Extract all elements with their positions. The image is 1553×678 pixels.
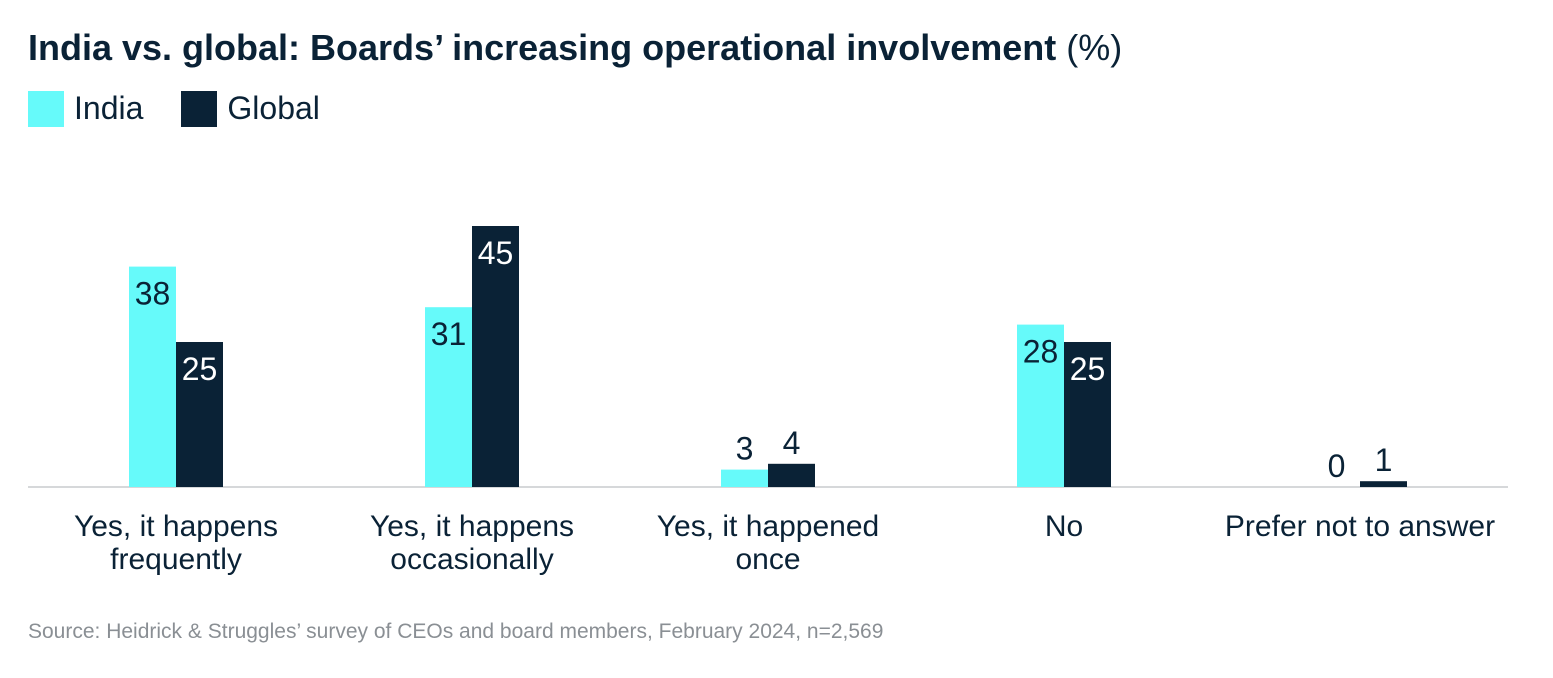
category-label: Yes, it happens xyxy=(370,510,574,543)
bar-global xyxy=(176,342,223,487)
data-label-global: 45 xyxy=(478,235,514,271)
legend-item-india: India xyxy=(28,90,143,127)
data-label-global: 25 xyxy=(1070,351,1106,387)
chart-title: India vs. global: Boards’ increasing ope… xyxy=(28,26,1122,70)
data-label-india: 28 xyxy=(1023,334,1059,370)
category-label: frequently xyxy=(110,543,242,576)
legend-swatch-global xyxy=(181,90,218,127)
category-label: once xyxy=(735,543,800,576)
legend-swatch-india xyxy=(28,90,64,127)
data-label-india: 0 xyxy=(1328,448,1346,484)
bar-global xyxy=(472,226,519,487)
bar-india xyxy=(721,469,768,487)
bar-global xyxy=(768,463,815,487)
category-label: Prefer not to answer xyxy=(1225,510,1495,543)
bar-global xyxy=(1064,342,1111,487)
data-label-global: 25 xyxy=(182,351,218,387)
bar-global xyxy=(1360,481,1407,487)
data-label-global: 1 xyxy=(1375,442,1393,478)
category-label: No xyxy=(1045,510,1083,543)
legend-item-global: Global xyxy=(181,90,320,127)
category-label: Yes, it happened xyxy=(657,510,879,543)
data-label-india: 3 xyxy=(736,431,754,467)
bar-india xyxy=(425,307,472,487)
data-label-india: 38 xyxy=(135,276,171,312)
data-label-global: 4 xyxy=(783,425,801,461)
chart-title-text: India vs. global: Boards’ increasing ope… xyxy=(28,27,1057,68)
category-label: occasionally xyxy=(390,543,553,576)
source-note: Source: Heidrick & Struggles’ survey of … xyxy=(28,620,884,643)
legend-label-india: India xyxy=(74,90,144,126)
bar-india xyxy=(1017,324,1064,487)
chart-title-unit: (%) xyxy=(1066,27,1123,68)
chart-legend: India Global xyxy=(28,90,358,127)
category-label: Yes, it happens xyxy=(74,510,278,543)
legend-label-global: Global xyxy=(227,90,320,126)
data-label-india: 31 xyxy=(431,316,467,352)
bar-india xyxy=(129,266,176,487)
